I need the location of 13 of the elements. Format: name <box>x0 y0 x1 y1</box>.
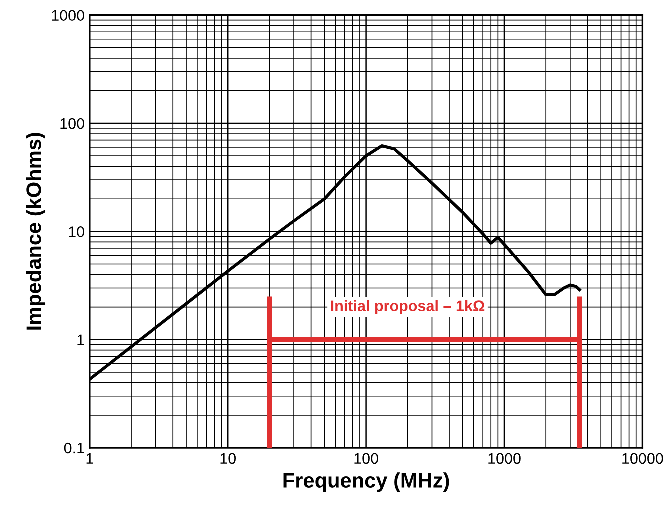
y-tick-label: 0.1 <box>64 442 84 454</box>
x-tick-label: 10 <box>220 453 236 464</box>
x-tick-label: 100 <box>354 453 378 464</box>
x-axis-title: Frequency (MHz) <box>284 472 450 492</box>
y-tick-label: 1000 <box>52 10 84 22</box>
annotation: Initial proposal – 1kΩ <box>331 300 485 315</box>
x-tick-label: 10000 <box>622 453 664 464</box>
y-tick-label: 10 <box>69 226 84 238</box>
x-tick-label: 1000 <box>488 453 521 464</box>
y-tick-label: 1 <box>78 334 84 346</box>
y-axis-title: Impedance (kOhms) <box>26 133 46 330</box>
y-tick-label: 100 <box>60 118 84 130</box>
x-tick-label: 1 <box>86 453 94 464</box>
